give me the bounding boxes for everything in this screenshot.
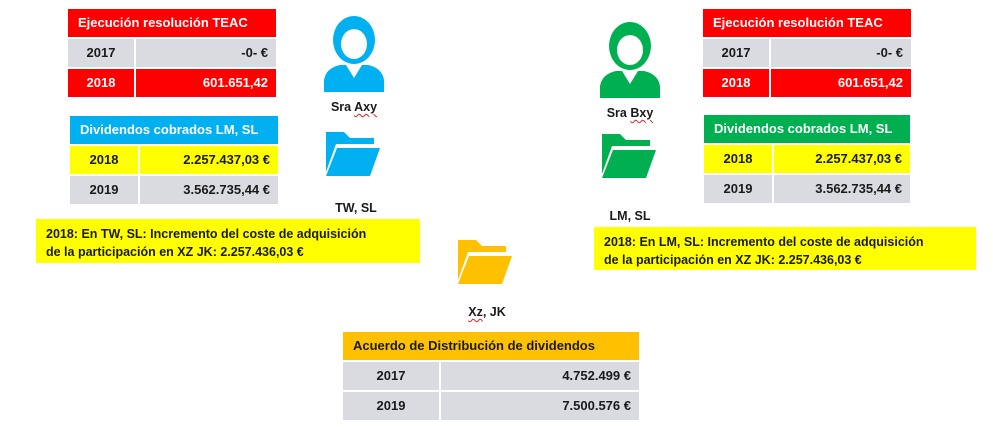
left-teac-table: Ejecución resolución TEAC 2017 -0- € 201… — [68, 9, 276, 97]
left-note: 2018: En TW, SL: Incremento del coste de… — [36, 219, 420, 263]
table-row: 2017 -0- € — [68, 39, 276, 67]
right-teac-value: -0- € — [771, 39, 911, 67]
left-note-line1: 2018: En TW, SL: Incremento del coste de… — [46, 227, 367, 241]
right-dividends-table: Dividendos cobrados LM, SL 2018 2.257.43… — [704, 115, 910, 203]
table-row: 2018 601.651,42 — [703, 69, 911, 97]
table-row: 2019 3.562.735,44 € — [70, 176, 278, 204]
folder-xz-label-rest: , JK — [482, 305, 506, 319]
folder-xz: Xz, JK — [452, 236, 522, 319]
left-dividends-year: 2019 — [70, 176, 138, 204]
right-dividends-title: Dividendos cobrados LM, SL — [704, 115, 910, 143]
left-teac-value: -0- € — [136, 39, 276, 67]
left-teac-value: 601.651,42 — [136, 69, 276, 97]
folder-tw: TW, SL — [322, 128, 390, 215]
person-left-surname: Axy — [354, 100, 378, 114]
folder-icon — [602, 134, 656, 178]
folder-tw-label: TW, SL — [335, 201, 377, 215]
folder-lm-label: LM, SL — [609, 209, 651, 223]
person-right-title: Sra — [606, 106, 631, 120]
table-row: 2018 601.651,42 — [68, 69, 276, 97]
table-row: 2017 4.752.499 € — [343, 362, 639, 390]
folder-icon — [458, 240, 512, 284]
right-teac-year: 2018 — [703, 69, 769, 97]
table-row: 2019 3.562.735,44 € — [704, 175, 910, 203]
person-icon — [324, 16, 384, 92]
right-dividends-value: 2.257.437,03 € — [774, 145, 910, 173]
right-teac-title: Ejecución resolución TEAC — [703, 9, 911, 37]
right-dividends-year: 2018 — [704, 145, 772, 173]
right-note-line1: 2018: En LM, SL: Incremento del coste de… — [604, 235, 924, 249]
agreement-table: Acuerdo de Distribución de dividendos 20… — [343, 332, 639, 420]
person-right: Sra Bxy — [594, 20, 666, 120]
left-teac-year: 2017 — [68, 39, 134, 67]
agreement-title: Acuerdo de Distribución de dividendos — [343, 332, 639, 360]
left-teac-year: 2018 — [68, 69, 134, 97]
left-dividends-title: Dividendos cobrados LM, SL — [70, 116, 278, 144]
person-icon — [600, 22, 660, 98]
agreement-value: 7.500.576 € — [441, 392, 639, 420]
left-dividends-value: 2.257.437,03 € — [140, 146, 278, 174]
right-note: 2018: En LM, SL: Incremento del coste de… — [594, 227, 976, 270]
person-right-surname: Bxy — [630, 106, 654, 120]
right-teac-value: 601.651,42 — [771, 69, 911, 97]
table-row: 2019 7.500.576 € — [343, 392, 639, 420]
left-teac-title: Ejecución resolución TEAC — [68, 9, 276, 37]
right-dividends-value: 3.562.735,44 € — [774, 175, 910, 203]
right-teac-table: Ejecución resolución TEAC 2017 -0- € 201… — [703, 9, 911, 97]
right-teac-year: 2017 — [703, 39, 769, 67]
table-row: 2018 2.257.437,03 € — [704, 145, 910, 173]
right-note-line2: de la participación en XZ JK: 2.257.436,… — [604, 253, 862, 267]
table-row: 2018 2.257.437,03 € — [70, 146, 278, 174]
table-row: 2017 -0- € — [703, 39, 911, 67]
person-left: Sra Axy — [318, 14, 390, 114]
person-left-title: Sra — [330, 100, 355, 114]
folder-lm: LM, SL — [596, 130, 664, 223]
folder-icon — [326, 132, 380, 176]
person-right-name: Sra Bxy — [594, 106, 666, 120]
agreement-year: 2017 — [343, 362, 439, 390]
left-dividends-table: Dividendos cobrados LM, SL 2018 2.257.43… — [70, 116, 278, 204]
folder-xz-label-prefix: Xz — [468, 305, 483, 319]
right-dividends-year: 2019 — [704, 175, 772, 203]
agreement-value: 4.752.499 € — [441, 362, 639, 390]
left-dividends-value: 3.562.735,44 € — [140, 176, 278, 204]
left-dividends-year: 2018 — [70, 146, 138, 174]
left-note-line2: de la participación en XZ JK: 2.257.436,… — [46, 245, 304, 259]
folder-xz-label: Xz, JK — [452, 305, 522, 319]
person-left-name: Sra Axy — [318, 100, 390, 114]
agreement-year: 2019 — [343, 392, 439, 420]
